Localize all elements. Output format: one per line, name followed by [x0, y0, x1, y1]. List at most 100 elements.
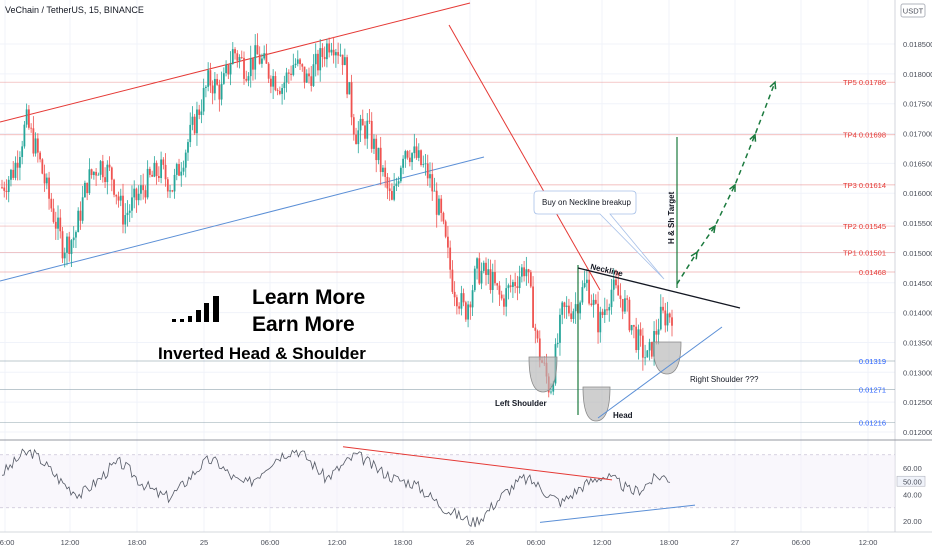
candle-body [312, 64, 315, 86]
time-axis[interactable]: 06:00 12:00 18:00 25 06:00 12:00 18:00 26 06:00 1… [0, 538, 877, 547]
candle-body [294, 63, 297, 66]
candle-body [126, 212, 129, 216]
candle-body [559, 314, 561, 343]
candle-body [395, 183, 398, 187]
candle-body [433, 190, 436, 192]
candle-body [639, 329, 642, 336]
candle-body [191, 116, 194, 125]
downtrend-line[interactable] [448, 24, 601, 291]
candle-body [478, 258, 481, 284]
candle-body [157, 176, 160, 179]
candle-body [135, 188, 138, 201]
currency-badge[interactable]: USDT [900, 3, 926, 18]
channel-lower-line[interactable] [0, 156, 485, 282]
candle-body [399, 167, 402, 182]
candle-body [137, 193, 140, 201]
level-label: TP1 0.01501 [843, 248, 886, 257]
candle-body [283, 82, 286, 89]
candle-body [538, 338, 541, 361]
time-tick-label: 06:00 [792, 538, 811, 547]
head-support-line[interactable] [597, 326, 723, 419]
candle-body [218, 84, 221, 100]
candle-body [321, 48, 324, 57]
candle-body [388, 188, 391, 192]
candle-body [377, 147, 380, 161]
price-axis[interactable]: 0.018500 0.018000 0.017500 0.017000 0.016500… [903, 40, 932, 437]
grid [0, 0, 895, 532]
head-label: Head [613, 411, 633, 420]
candle-body [267, 63, 270, 79]
candle-body [5, 190, 8, 192]
target-label: H & Sh Target [667, 191, 676, 244]
candle-body [21, 146, 24, 158]
candle-body [164, 164, 167, 180]
candle-body [305, 73, 308, 83]
candle-body [88, 169, 91, 194]
candle-body [534, 327, 537, 331]
candle-body [162, 159, 165, 165]
candle-body [63, 252, 66, 259]
candle-body [202, 87, 205, 112]
rsi-divergence-lower[interactable] [539, 504, 696, 523]
price-tick-label: 0.017000 [903, 130, 932, 139]
candle-body [110, 167, 113, 180]
time-tick-label: 26 [466, 538, 474, 547]
candle-body [601, 311, 604, 315]
candle-body [175, 164, 178, 175]
candle-body [57, 217, 59, 229]
candle-body [198, 109, 201, 115]
candle-body [247, 76, 250, 81]
candle-body [140, 185, 142, 194]
candle-body [648, 341, 651, 351]
candle-body [19, 157, 21, 168]
candle-body [30, 127, 33, 129]
candle-body [332, 49, 335, 56]
price-tick-label: 0.013000 [903, 368, 932, 377]
candle-body [552, 383, 555, 392]
candle-body [476, 258, 478, 269]
buy-callout[interactable]: Buy on Neckline breakup [533, 190, 665, 280]
candle-body [119, 195, 122, 201]
candle-body [131, 197, 133, 211]
candle-body [84, 182, 86, 198]
candle-body [581, 287, 584, 303]
candle-body [81, 197, 84, 221]
candle-body [523, 267, 526, 277]
candle-body [435, 190, 438, 215]
candle-body [278, 90, 281, 94]
candle-body [211, 85, 214, 94]
channel-upper-line[interactable] [0, 2, 471, 123]
candle-body [1, 187, 3, 189]
candle-body [54, 221, 57, 229]
level-label: TP5 0.01786 [843, 78, 886, 87]
candle-body [420, 150, 422, 166]
candle-body [402, 158, 405, 168]
candle-body [370, 120, 373, 149]
candle-body [659, 306, 662, 330]
candle-body [281, 88, 284, 94]
price-tick-label: 0.014000 [903, 309, 932, 318]
candle-body [641, 335, 644, 358]
candle-body [386, 176, 389, 189]
branding-line2: Earn More [252, 313, 355, 336]
left-shoulder-label: Left Shoulder [495, 399, 547, 408]
candle-body [41, 159, 44, 174]
price-tick-label: 0.012000 [903, 428, 932, 437]
candle-body [256, 45, 259, 55]
candle-body [101, 161, 104, 178]
candle-body [274, 76, 277, 91]
rsi-divergence-upper[interactable] [342, 446, 613, 481]
candle-body [236, 53, 239, 61]
candle-body [43, 173, 46, 184]
time-tick-label: 12:00 [593, 538, 612, 547]
neckline-line[interactable] [577, 267, 741, 309]
candle-body [382, 167, 384, 172]
time-tick-label: 06:00 [0, 538, 14, 547]
candle-body [357, 130, 360, 145]
projection-arrowhead [690, 250, 698, 260]
level-label: 0.01271 [859, 386, 886, 395]
candle-body [462, 293, 465, 303]
candle-body [397, 181, 400, 184]
candle-body [269, 78, 272, 87]
candle-body [50, 198, 53, 209]
